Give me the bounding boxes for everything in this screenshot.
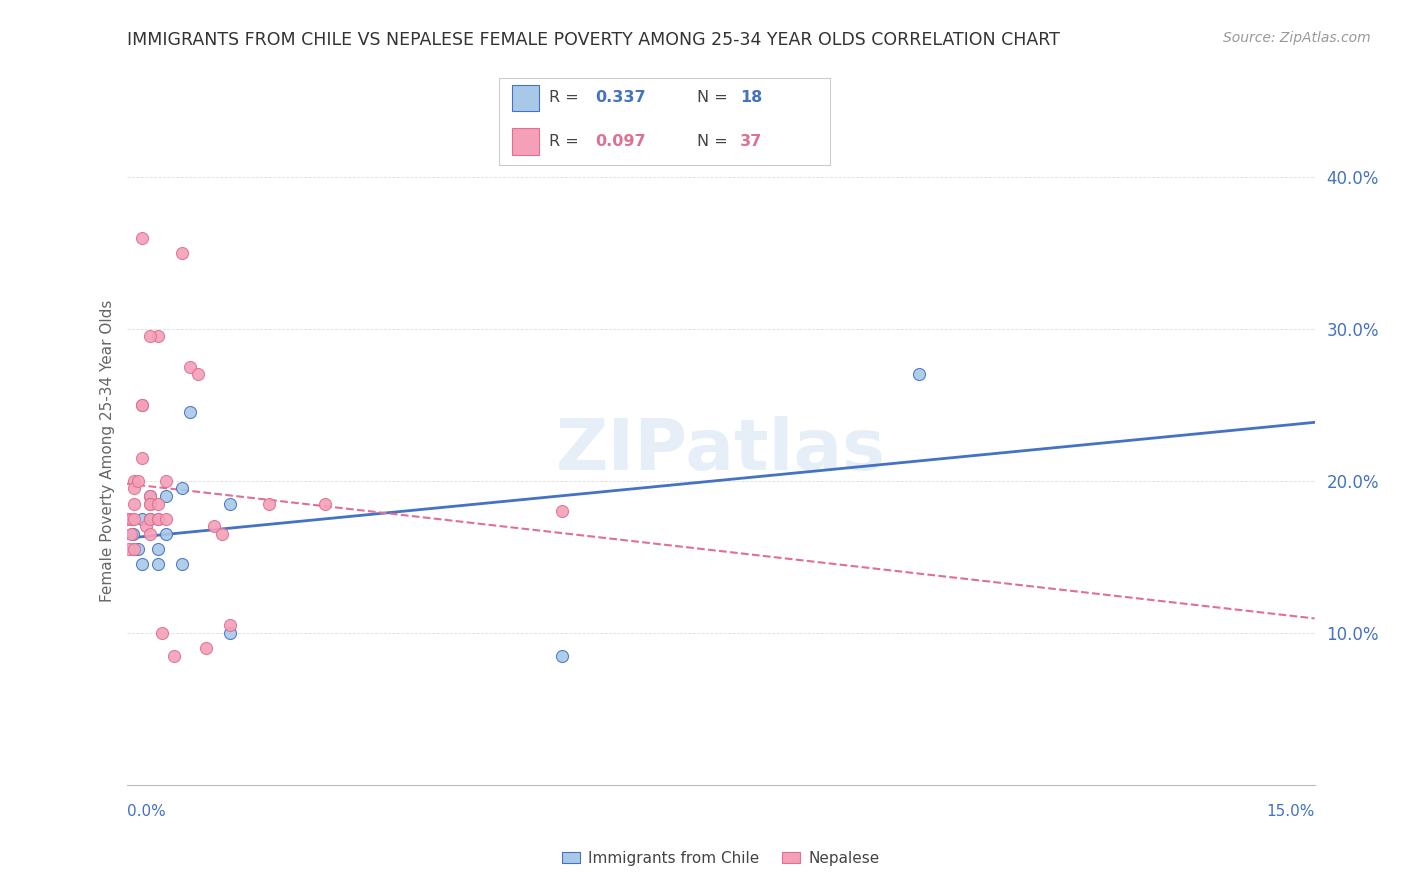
Point — [150, 626, 173, 640]
Point — [122, 527, 145, 541]
Point — [155, 527, 177, 541]
Text: IMMIGRANTS FROM CHILE VS NEPALESE FEMALE POVERTY AMONG 25-34 YEAR OLDS CORRELATI: IMMIGRANTS FROM CHILE VS NEPALESE FEMALE… — [127, 31, 1059, 49]
Point — [218, 618, 240, 632]
FancyBboxPatch shape — [512, 128, 538, 154]
Point — [155, 512, 177, 526]
Point — [139, 497, 162, 511]
Point — [155, 474, 177, 488]
Point — [117, 512, 139, 526]
Point — [218, 497, 240, 511]
Text: 0.0%: 0.0% — [127, 805, 166, 819]
Point — [139, 489, 162, 503]
Text: N =: N = — [697, 134, 734, 149]
Point — [124, 512, 146, 526]
Text: R =: R = — [548, 134, 583, 149]
Point — [120, 512, 142, 526]
Text: 15.0%: 15.0% — [1267, 805, 1315, 819]
Text: ZIPatlas: ZIPatlas — [555, 416, 886, 485]
Text: N =: N = — [697, 90, 734, 105]
Point — [218, 626, 240, 640]
Point — [187, 368, 209, 382]
Point — [170, 245, 193, 260]
Point — [131, 230, 153, 244]
Point — [211, 527, 233, 541]
Point — [155, 489, 177, 503]
Point — [148, 512, 170, 526]
FancyBboxPatch shape — [512, 85, 538, 111]
Point — [148, 558, 170, 572]
Point — [257, 497, 280, 511]
Point — [135, 519, 157, 533]
Point — [139, 512, 162, 526]
Point — [139, 497, 162, 511]
Point — [148, 542, 170, 557]
Text: 18: 18 — [741, 90, 762, 105]
Point — [551, 648, 574, 663]
Point — [194, 641, 217, 656]
Point — [163, 648, 186, 663]
Point — [131, 512, 153, 526]
Point — [170, 558, 193, 572]
Point — [127, 542, 149, 557]
Point — [907, 368, 929, 382]
Text: 0.337: 0.337 — [595, 90, 645, 105]
Point — [139, 527, 162, 541]
Point — [124, 482, 146, 496]
Point — [124, 542, 146, 557]
Point — [118, 542, 141, 557]
Point — [131, 451, 153, 466]
Point — [131, 398, 153, 412]
Point — [124, 497, 146, 511]
Point — [139, 329, 162, 343]
Point — [314, 497, 336, 511]
Y-axis label: Female Poverty Among 25-34 Year Olds: Female Poverty Among 25-34 Year Olds — [100, 300, 115, 601]
Text: R =: R = — [548, 90, 583, 105]
Point — [202, 519, 225, 533]
Point — [170, 482, 193, 496]
Point — [127, 474, 149, 488]
Point — [148, 512, 170, 526]
Text: 0.097: 0.097 — [595, 134, 645, 149]
Point — [179, 405, 201, 419]
Legend: Immigrants from Chile, Nepalese: Immigrants from Chile, Nepalese — [555, 845, 886, 872]
Point — [148, 497, 170, 511]
Point — [131, 558, 153, 572]
Point — [124, 474, 146, 488]
Point — [148, 329, 170, 343]
Point — [139, 489, 162, 503]
Point — [139, 512, 162, 526]
Point — [131, 398, 153, 412]
Point — [124, 542, 146, 557]
Text: 37: 37 — [741, 134, 762, 149]
Point — [120, 527, 142, 541]
Text: Source: ZipAtlas.com: Source: ZipAtlas.com — [1223, 31, 1371, 45]
Point — [551, 504, 574, 518]
Point — [179, 359, 201, 374]
